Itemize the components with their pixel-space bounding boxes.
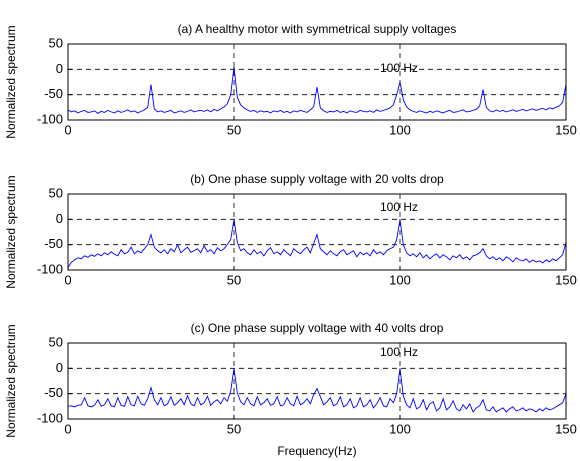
spectrum-line: [67, 368, 567, 413]
plot-frame: [67, 193, 567, 271]
annotation: 100 Hz: [380, 61, 418, 75]
x-tick-label: 100: [389, 272, 411, 287]
x-tick-label: 150: [555, 421, 577, 436]
annotation: 100 Hz: [380, 345, 418, 359]
y-tick-label: -50: [44, 385, 63, 400]
x-tick-label: 50: [227, 122, 241, 137]
spectrum-line: [67, 219, 567, 268]
plot-area: [68, 194, 566, 270]
chart-title: (b) One phase supply voltage with 20 vol…: [190, 172, 444, 186]
x-tick-label: 50: [227, 272, 241, 287]
spectrum-line: [67, 66, 567, 114]
y-tick-label: -50: [44, 236, 63, 251]
chart-title: (a) A healthy motor with symmetrical sup…: [178, 22, 457, 36]
y-tick-label: 0: [56, 360, 63, 375]
y-tick-label: -100: [37, 410, 63, 425]
chart-title: (c) One phase supply voltage with 40 vol…: [191, 321, 444, 335]
plot-area: [68, 44, 566, 120]
plot-frame: [67, 43, 567, 121]
y-tick-label: -100: [37, 111, 63, 126]
annotation: 100 Hz: [380, 200, 418, 214]
y-tick-label: 0: [56, 211, 63, 226]
y-tick-label: 0: [56, 61, 63, 76]
x-tick-label: 100: [389, 122, 411, 137]
y-tick-label: -100: [37, 261, 63, 276]
x-tick-label: 0: [64, 421, 71, 436]
x-tick-label: 0: [64, 122, 71, 137]
x-tick-label: 150: [555, 272, 577, 287]
y-tick-label: 50: [49, 334, 63, 349]
plot-area: [68, 343, 566, 419]
y-tick-label: -50: [44, 86, 63, 101]
plot-frame: [67, 342, 567, 420]
y-axis-label: Normalized spectrum: [4, 175, 18, 288]
y-tick-label: 50: [49, 35, 63, 50]
x-tick-label: 100: [389, 421, 411, 436]
y-axis-label: Normalized spectrum: [4, 324, 18, 437]
x-tick-label: 150: [555, 122, 577, 137]
x-tick-label: 50: [227, 421, 241, 436]
y-axis-label: Normalized spectrum: [4, 25, 18, 138]
x-tick-label: 0: [64, 272, 71, 287]
y-tick-label: 50: [49, 185, 63, 200]
x-axis-label: Frequency(Hz): [277, 444, 356, 458]
